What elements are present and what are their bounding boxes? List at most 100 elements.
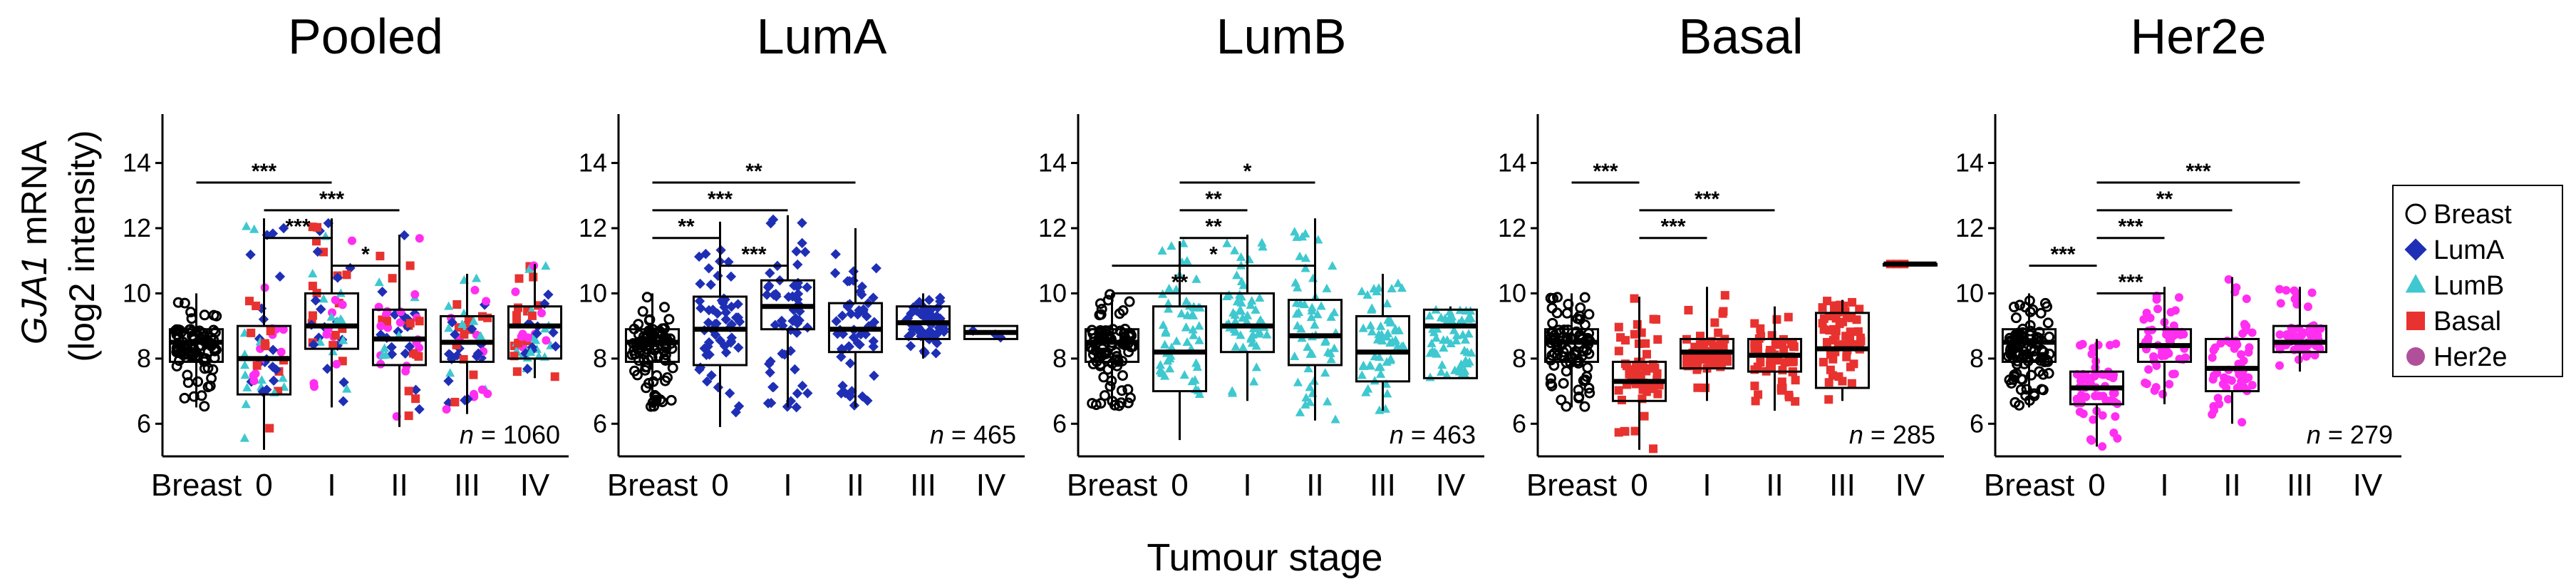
data-point bbox=[1462, 347, 1472, 357]
data-point bbox=[1231, 316, 1241, 325]
data-point bbox=[1393, 278, 1403, 287]
data-point bbox=[1222, 238, 1232, 247]
data-point bbox=[524, 264, 534, 273]
data-point bbox=[261, 342, 270, 351]
data-point bbox=[1158, 368, 1168, 377]
data-point bbox=[857, 305, 869, 316]
data-point bbox=[1847, 313, 1856, 322]
data-point bbox=[332, 316, 342, 325]
data-point bbox=[1823, 297, 1832, 306]
x-tick-label: III bbox=[2287, 468, 2313, 503]
data-point bbox=[2223, 394, 2233, 404]
data-point bbox=[1698, 339, 1707, 349]
x-tick-label: II bbox=[2223, 468, 2240, 503]
data-point bbox=[1574, 314, 1586, 325]
sample-size-label: n = 1060 bbox=[460, 420, 560, 449]
data-point bbox=[382, 317, 391, 326]
data-point bbox=[659, 302, 671, 313]
data-point bbox=[2021, 384, 2032, 395]
data-point bbox=[2170, 369, 2179, 379]
data-point bbox=[2089, 415, 2098, 424]
data-point bbox=[443, 397, 454, 409]
data-point bbox=[767, 214, 779, 225]
data-point bbox=[1160, 339, 1170, 349]
data-point bbox=[279, 325, 288, 334]
data-point bbox=[1305, 397, 1315, 406]
data-point bbox=[857, 281, 868, 292]
data-point bbox=[2162, 330, 2171, 339]
data-point bbox=[648, 396, 659, 407]
data-point bbox=[1427, 338, 1437, 347]
data-point bbox=[1258, 242, 1268, 251]
data-point bbox=[1255, 293, 1265, 302]
data-point bbox=[1447, 312, 1457, 321]
data-point bbox=[1573, 391, 1585, 403]
data-point bbox=[313, 222, 322, 232]
data-point bbox=[1098, 372, 1109, 383]
data-point bbox=[1171, 336, 1181, 345]
data-point bbox=[182, 369, 193, 381]
data-point bbox=[308, 268, 318, 277]
data-point bbox=[524, 318, 534, 329]
data-point bbox=[1235, 304, 1245, 314]
data-point bbox=[1362, 290, 1372, 299]
data-point bbox=[1295, 407, 1305, 416]
data-point bbox=[1838, 376, 1847, 386]
data-point bbox=[2152, 295, 2161, 304]
data-point bbox=[2282, 286, 2291, 295]
data-point bbox=[308, 282, 317, 291]
data-point bbox=[802, 388, 813, 399]
data-point bbox=[1819, 357, 1828, 367]
data-point bbox=[1230, 245, 1240, 255]
data-point bbox=[1446, 339, 1456, 348]
data-point bbox=[2094, 391, 2104, 401]
data-point bbox=[655, 394, 666, 406]
y-tick-label: 6 bbox=[1970, 409, 1984, 438]
data-point bbox=[380, 343, 390, 352]
data-point bbox=[1753, 362, 1762, 372]
box bbox=[1422, 308, 1479, 379]
data-point bbox=[1701, 383, 1710, 392]
significance-label: *** bbox=[1593, 160, 1618, 183]
data-point bbox=[2303, 302, 2312, 312]
data-point bbox=[347, 236, 356, 245]
data-point bbox=[2142, 379, 2151, 389]
y-tick-label: 12 bbox=[579, 213, 607, 242]
y-tick-label: 8 bbox=[1512, 344, 1526, 373]
data-point bbox=[1776, 386, 1786, 395]
legend: Breast LumA LumB Basal Her2e bbox=[2392, 185, 2563, 377]
data-point bbox=[2292, 289, 2301, 298]
data-point bbox=[548, 327, 559, 338]
breast-marker-icon bbox=[2405, 203, 2426, 225]
data-point bbox=[185, 307, 197, 318]
data-point bbox=[532, 328, 542, 339]
box bbox=[2001, 328, 2057, 363]
data-point bbox=[723, 257, 734, 267]
data-point bbox=[1171, 285, 1181, 294]
data-point bbox=[1296, 324, 1306, 333]
data-point bbox=[1461, 355, 1471, 364]
legend-label: LumB bbox=[2433, 271, 2504, 301]
data-point bbox=[1720, 291, 1729, 300]
data-point bbox=[1194, 321, 1204, 330]
data-point bbox=[199, 309, 210, 321]
data-point bbox=[1158, 320, 1169, 329]
x-tick-label: III bbox=[1829, 468, 1856, 503]
data-point bbox=[265, 424, 274, 433]
data-point bbox=[844, 391, 855, 401]
data-point bbox=[202, 381, 214, 393]
data-point bbox=[1165, 364, 1175, 373]
data-point bbox=[1290, 352, 1300, 361]
data-point bbox=[720, 307, 731, 318]
x-axis-label: Tumour stage bbox=[1147, 536, 1382, 579]
data-point bbox=[332, 359, 341, 369]
data-point bbox=[2275, 285, 2285, 294]
data-point bbox=[1437, 360, 1447, 369]
data-point bbox=[311, 237, 321, 246]
x-tick-label: II bbox=[390, 468, 408, 503]
data-point bbox=[2076, 341, 2085, 350]
data-point bbox=[2008, 302, 2019, 313]
data-point bbox=[1683, 362, 1692, 371]
x-tick-label: I bbox=[1702, 468, 1711, 503]
